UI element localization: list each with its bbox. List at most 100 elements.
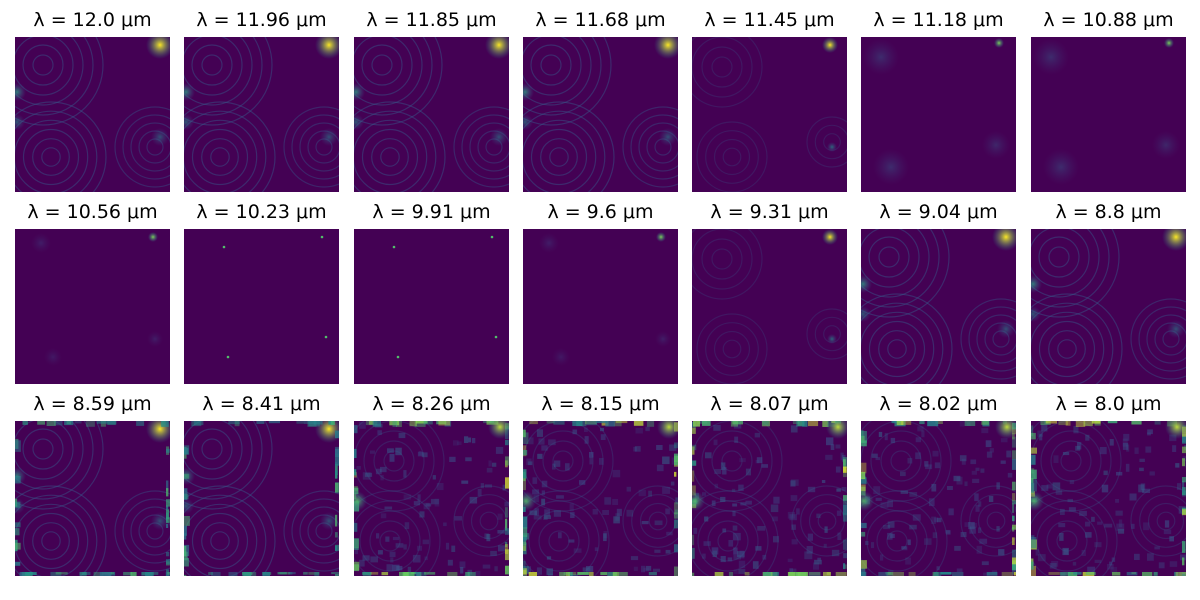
interference-ring <box>184 119 258 192</box>
edge-speckle <box>822 421 829 427</box>
intensity-map <box>692 229 847 384</box>
interference-ring <box>201 438 223 460</box>
speckle <box>976 545 983 554</box>
speckle <box>787 558 793 563</box>
interference-ring <box>861 421 952 512</box>
speckle <box>1035 549 1039 556</box>
edge-speckle <box>228 572 238 576</box>
interference-ring <box>711 440 753 482</box>
edge-speckle <box>152 572 159 575</box>
speckle <box>956 568 963 573</box>
edge-speckle <box>861 472 866 479</box>
speckle <box>1140 483 1146 491</box>
edge-speckle <box>589 572 594 576</box>
edge-speckle <box>1012 515 1015 522</box>
interference-ring <box>713 330 751 368</box>
speckle <box>945 529 950 534</box>
interference-ring <box>861 490 948 576</box>
intensity-spot <box>1162 229 1186 251</box>
interference-ring <box>191 512 249 570</box>
speckle <box>756 457 763 464</box>
speckle <box>878 431 883 437</box>
speckle <box>789 568 793 574</box>
speckle <box>948 508 954 516</box>
interference-ring <box>549 147 569 167</box>
interference-ring <box>538 520 580 562</box>
interference-ring <box>354 110 437 192</box>
interference-ring <box>1057 339 1077 359</box>
interference-ring <box>379 530 401 552</box>
edge-speckle <box>436 421 447 425</box>
speckle <box>1107 564 1114 570</box>
speckle <box>1077 442 1082 450</box>
edge-speckle <box>184 558 189 567</box>
speckle <box>871 453 878 458</box>
speckle <box>1099 447 1107 455</box>
interference-ring <box>523 37 612 126</box>
interference-ring <box>523 101 615 192</box>
speckle <box>662 456 670 465</box>
edge-speckle <box>523 538 526 545</box>
edge-speckle <box>505 541 508 547</box>
edge-speckle <box>262 572 270 576</box>
speckle <box>752 561 759 569</box>
speckle <box>840 452 844 461</box>
edge-speckle <box>618 572 628 576</box>
speckle <box>558 532 562 539</box>
speckle <box>533 494 539 503</box>
speckle <box>924 461 929 467</box>
intensity-spot <box>184 467 195 485</box>
edge-speckle <box>1085 572 1096 575</box>
edge-speckle <box>66 421 72 425</box>
speckle <box>464 436 469 443</box>
interference-ring <box>184 485 276 576</box>
speckle <box>497 513 503 520</box>
speckle <box>1058 523 1066 528</box>
speckle <box>541 480 548 488</box>
interference-ring <box>861 229 930 298</box>
edge-speckle <box>1182 446 1186 454</box>
speckle <box>362 555 370 561</box>
interference-ring <box>1139 494 1186 548</box>
speckle <box>553 510 561 517</box>
speckle <box>830 444 835 450</box>
interference-ring <box>861 293 953 384</box>
speckle <box>656 464 664 472</box>
intensity-spot <box>659 128 677 146</box>
speckle <box>1059 533 1064 541</box>
interference-ring <box>523 500 600 576</box>
edge-speckle <box>730 421 738 427</box>
edge-speckle <box>702 421 711 426</box>
speckle <box>1149 471 1155 476</box>
speckle <box>921 430 925 438</box>
interference-ring <box>887 339 907 359</box>
interference-ring <box>114 106 170 188</box>
speckle <box>988 495 994 502</box>
speckle <box>594 547 599 552</box>
interference-ring <box>1036 510 1098 572</box>
speckle <box>570 512 575 518</box>
intensity-spot <box>654 37 678 59</box>
interference-ring <box>1130 298 1186 380</box>
edge-speckle <box>1182 490 1186 497</box>
edge-speckle <box>1182 480 1185 493</box>
interference-ring <box>692 37 753 98</box>
speckle <box>1185 459 1186 468</box>
edge-speckle <box>423 421 433 425</box>
edge-speckle <box>901 421 912 425</box>
edge-speckle <box>54 421 63 426</box>
edge-speckle <box>523 478 526 491</box>
edge-speckle <box>145 572 154 576</box>
panel-title: λ = 8.8 μm <box>1055 201 1162 223</box>
interference-ring <box>532 430 594 492</box>
interference-ring <box>354 500 431 576</box>
speckle <box>978 501 982 507</box>
speckle <box>497 530 505 534</box>
edge-speckle <box>166 488 169 497</box>
edge-speckle <box>1031 565 1036 576</box>
edge-speckle <box>674 442 678 449</box>
wavelength-panel: λ = 8.02 μm <box>861 391 1016 576</box>
interference-ring <box>15 119 89 192</box>
speckle <box>413 501 420 506</box>
edge-speckle <box>674 512 678 519</box>
